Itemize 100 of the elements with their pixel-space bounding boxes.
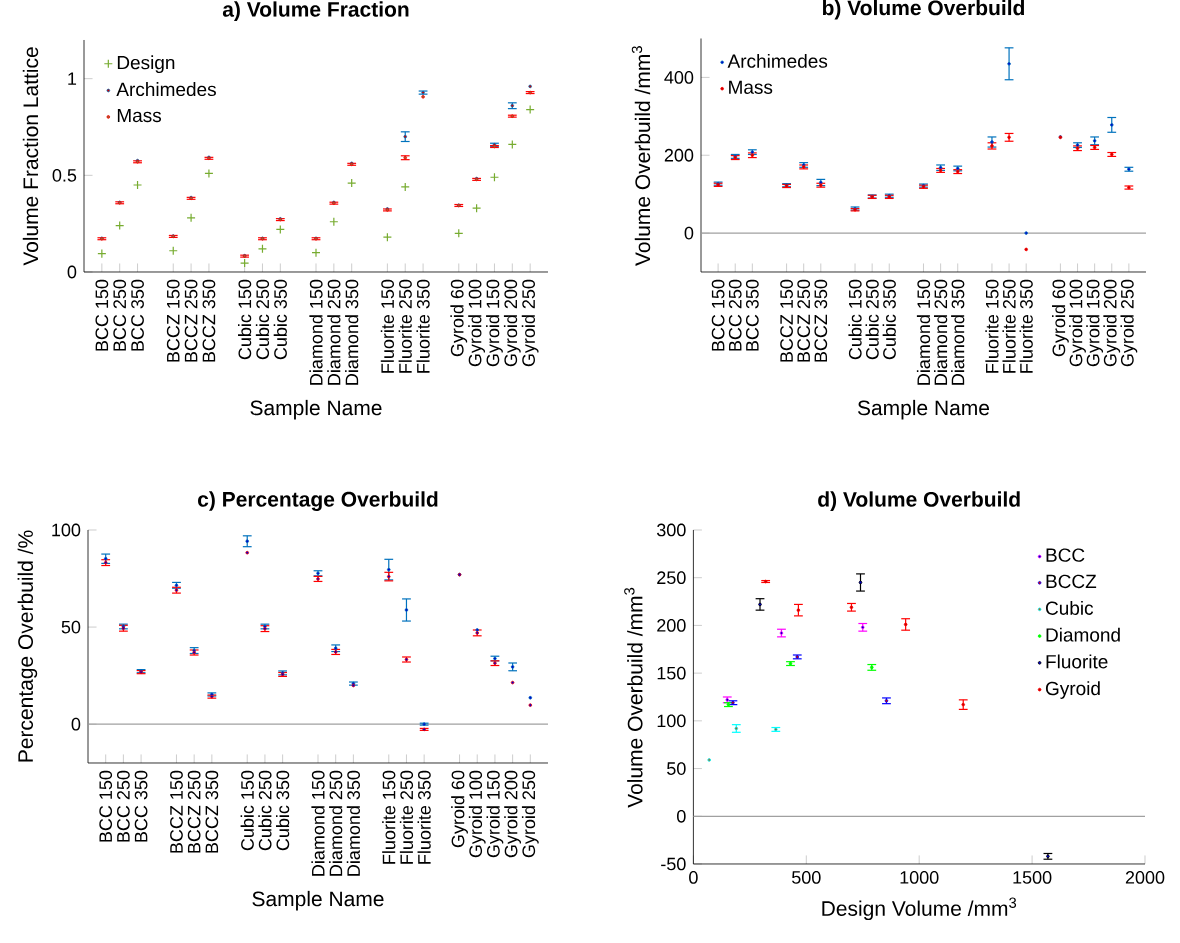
x-tick-label: Cubic 350 (276, 770, 290, 851)
x-tick-label: Gyroid 60 (450, 279, 468, 357)
y-tick-label: 50 (667, 762, 686, 775)
x-tick-label: Diamond 250 (934, 279, 948, 385)
x-tick-label: Cubic 150 (238, 279, 252, 360)
x-axis-title: Sample Name (857, 399, 990, 420)
x-tick-label: Gyroid 200 (504, 770, 521, 858)
x-tick-label: Fluorite 250 (399, 770, 414, 864)
x-tick-label: BCC 250 (728, 279, 742, 351)
x-tick-label: Gyroid 100 (468, 279, 485, 367)
x-tick-label: 1500 (1013, 871, 1052, 884)
y-tick-label: 400 (664, 71, 694, 84)
x-tick-label: Fluorite 350 (1019, 279, 1033, 373)
chart-title: c) Percentage Overbuild (198, 491, 438, 511)
x-tick-label: Diamond 350 (346, 770, 361, 876)
x-tick-label: BCCZ 350 (202, 279, 216, 362)
legend-label: BCCZ (1046, 574, 1097, 589)
legend-label: Design (117, 55, 175, 74)
x-tick-label: BCCZ 250 (187, 770, 201, 853)
y-axis-title: Volume Overbuild /mm$^{3}$ (631, 46, 651, 266)
legend-label: Mass (117, 108, 162, 123)
x-tick-label: BCCZ 350 (205, 770, 219, 853)
y-tick-label: 250 (657, 571, 686, 585)
legend-label: Fluorite (1046, 654, 1108, 669)
x-tick-label: Gyroid 100 (468, 770, 486, 858)
x-tick-label: BCC 150 (95, 279, 109, 351)
x-tick-label: Diamond 250 (327, 279, 341, 385)
x-tick-label: Cubic 350 (273, 279, 287, 360)
x-tick-label: BCC 250 (113, 279, 127, 351)
y-tick-label: 50 (61, 620, 81, 634)
legend-label: Archimedes (727, 53, 828, 68)
x-tick-label: Diamond 150 (916, 279, 931, 385)
y-axis-title: Percentage Overbuild /% (17, 530, 38, 762)
x-tick-label: BCC 350 (745, 279, 759, 351)
chart-title: d) Volume Overbuild (818, 491, 1020, 511)
legend-label: Mass (729, 80, 773, 94)
x-tick-label: Fluorite 150 (985, 279, 999, 373)
x-tick-label: Diamond 250 (329, 770, 343, 876)
x-tick-label: Cubic 150 (848, 279, 862, 360)
y-tick-label: 150 (657, 666, 686, 680)
x-tick-label: 1000 (900, 871, 939, 884)
x-tick-label: Gyroid 200 (1103, 279, 1121, 367)
y-axis-title: Volume Fraction Lattice (22, 47, 39, 266)
x-tick-label: Gyroid 150 (486, 279, 503, 367)
x-tick-label: BCC 150 (99, 770, 113, 842)
y-tick-label: 200 (664, 148, 694, 162)
x-tick-label: BCCZ 150 (166, 279, 180, 362)
x-tick-label: Fluorite 250 (1002, 279, 1016, 373)
x-tick-label: Cubic 150 (240, 770, 254, 851)
x-tick-label: BCCZ 150 (170, 770, 183, 853)
y-tick-label: 0 (67, 265, 77, 279)
x-tick-label: Diamond 350 (951, 279, 965, 385)
x-tick-label: Fluorite 150 (382, 770, 396, 864)
x-tick-label: Gyroid 60 (1052, 279, 1069, 357)
x-tick-label: Fluorite 350 (417, 770, 431, 864)
x-tick-label: Diamond 350 (345, 279, 359, 385)
y-tick-label: 0.5 (52, 168, 77, 182)
y-axis-title: Volume Overbuild /mm$^{3}$ (624, 587, 643, 808)
x-tick-label: Gyroid 250 (1120, 279, 1138, 367)
x-tick-label: Gyroid 250 (521, 279, 539, 367)
x-tick-label: Gyroid 150 (1086, 279, 1104, 367)
x-tick-label: BCC 150 (711, 279, 725, 351)
x-tick-label: Gyroid 60 (451, 770, 468, 848)
y-tick-label: 200 (657, 619, 686, 632)
x-tick-label: 2000 (1125, 871, 1165, 884)
x-tick-label: Fluorite 250 (398, 279, 412, 373)
x-tick-label: BCCZ 350 (814, 279, 828, 362)
x-tick-label: Diamond 150 (311, 770, 325, 876)
y-tick-label: 0 (684, 226, 694, 240)
x-tick-label: Cubic 350 (882, 279, 896, 360)
x-tick-label: Gyroid 100 (1069, 279, 1086, 367)
x-tick-label: BCCZ 250 (184, 279, 198, 362)
y-tick-label: 0 (71, 717, 81, 731)
x-tick-label: Fluorite 150 (380, 279, 395, 373)
legend-label: Archimedes (116, 82, 216, 97)
x-tick-label: Fluorite 350 (416, 279, 430, 373)
x-tick-label: BCCZ 150 (780, 279, 793, 362)
chart-title: b) Volume Overbuild (822, 0, 1025, 20)
x-tick-label: Cubic 250 (258, 770, 272, 851)
y-tick-label: 1 (68, 72, 77, 85)
x-tick-label: Gyroid 250 (521, 770, 539, 858)
legend-label: Cubic (1045, 600, 1094, 615)
x-axis-title: Sample Name (252, 890, 384, 911)
chart-title: a) Volume Fraction (222, 1, 409, 21)
x-tick-label: BCCZ 250 (797, 279, 811, 362)
x-tick-label: BCC 350 (134, 770, 148, 842)
y-tick-label: 100 (52, 523, 81, 537)
x-axis-title: Design Volume /mm$^{3}$ (822, 897, 1017, 921)
x-tick-label: Cubic 250 (255, 279, 270, 360)
legend-label: BCC (1046, 548, 1085, 562)
y-tick-label: 300 (656, 523, 686, 537)
legend-label: Diamond (1046, 627, 1120, 642)
legend-label: Gyroid (1045, 681, 1100, 699)
y-tick-label: 100 (657, 714, 686, 728)
x-tick-label: Gyroid 150 (486, 770, 504, 858)
x-tick-label: Gyroid 200 (503, 279, 521, 367)
y-tick-label: -50 (661, 857, 686, 871)
x-tick-label: Diamond 150 (309, 279, 323, 385)
x-tick-label: 500 (792, 871, 821, 884)
x-tick-label: Cubic 250 (865, 279, 879, 360)
